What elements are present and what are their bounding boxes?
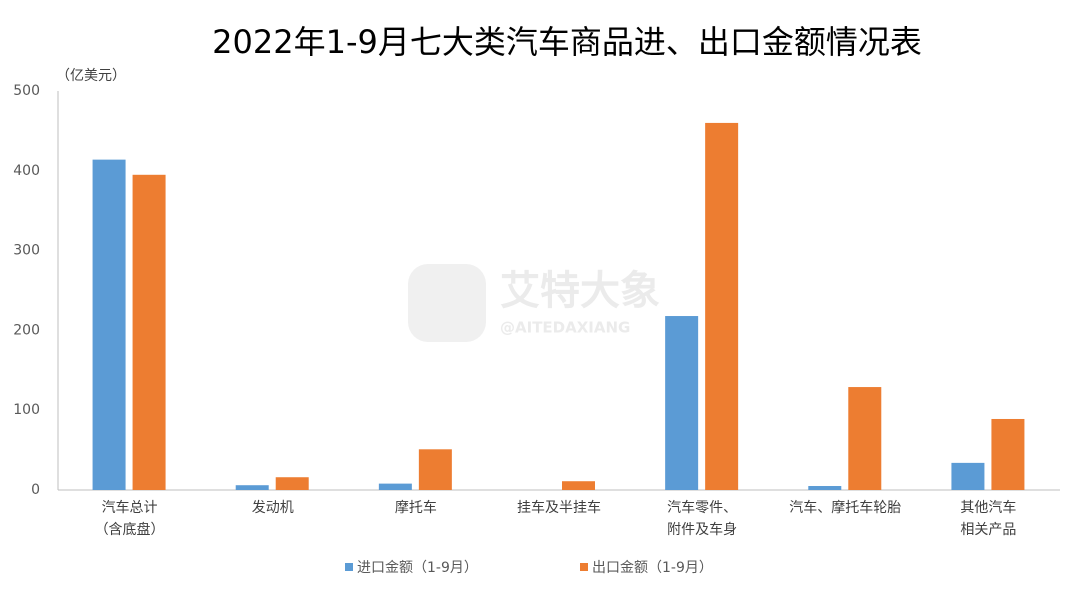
bar bbox=[378, 483, 412, 490]
bar bbox=[275, 477, 309, 490]
x-tick-label: 挂车及半挂车 bbox=[517, 500, 601, 516]
y-tick-label: 500 bbox=[13, 83, 40, 99]
bar bbox=[848, 387, 882, 490]
x-tick-label: 其他汽车 相关产品 bbox=[960, 500, 1017, 538]
legend-swatch bbox=[345, 563, 353, 571]
y-tick-label: 0 bbox=[31, 482, 40, 498]
x-tick-label: 汽车、摩托车轮胎 bbox=[789, 500, 902, 516]
bar bbox=[235, 485, 269, 490]
chart-title: 2022年1-9月七大类汽车商品进、出口金额情况表 bbox=[212, 23, 922, 61]
bar bbox=[562, 481, 595, 490]
watermark-sub: @AITEDAXIANG bbox=[500, 319, 630, 337]
bar bbox=[808, 486, 842, 490]
bar bbox=[705, 122, 739, 491]
legend-label: 进口金额（1-9月） bbox=[357, 560, 478, 576]
bar bbox=[951, 462, 985, 490]
y-axis-unit: （亿美元） bbox=[56, 68, 126, 84]
watermark-logo bbox=[408, 264, 486, 342]
legend-swatch bbox=[580, 563, 588, 571]
x-tick-label: 汽车零件、 附件及车身 bbox=[667, 500, 738, 538]
y-tick-label: 400 bbox=[13, 163, 40, 179]
bar bbox=[991, 418, 1025, 490]
bar bbox=[92, 159, 126, 491]
y-tick-label: 300 bbox=[13, 243, 40, 259]
x-tick-label: 发动机 bbox=[251, 500, 294, 516]
y-tick-label: 200 bbox=[13, 322, 40, 338]
legend-label: 出口金额（1-9月） bbox=[592, 560, 713, 576]
bar bbox=[418, 449, 452, 490]
x-tick-label: 摩托车 bbox=[394, 500, 437, 516]
bar bbox=[665, 316, 699, 490]
watermark: 艾特大象 bbox=[500, 268, 660, 314]
x-tick-label: 汽车总计 （含底盘） bbox=[94, 500, 165, 538]
y-tick-label: 100 bbox=[13, 402, 40, 418]
bar bbox=[132, 174, 166, 491]
